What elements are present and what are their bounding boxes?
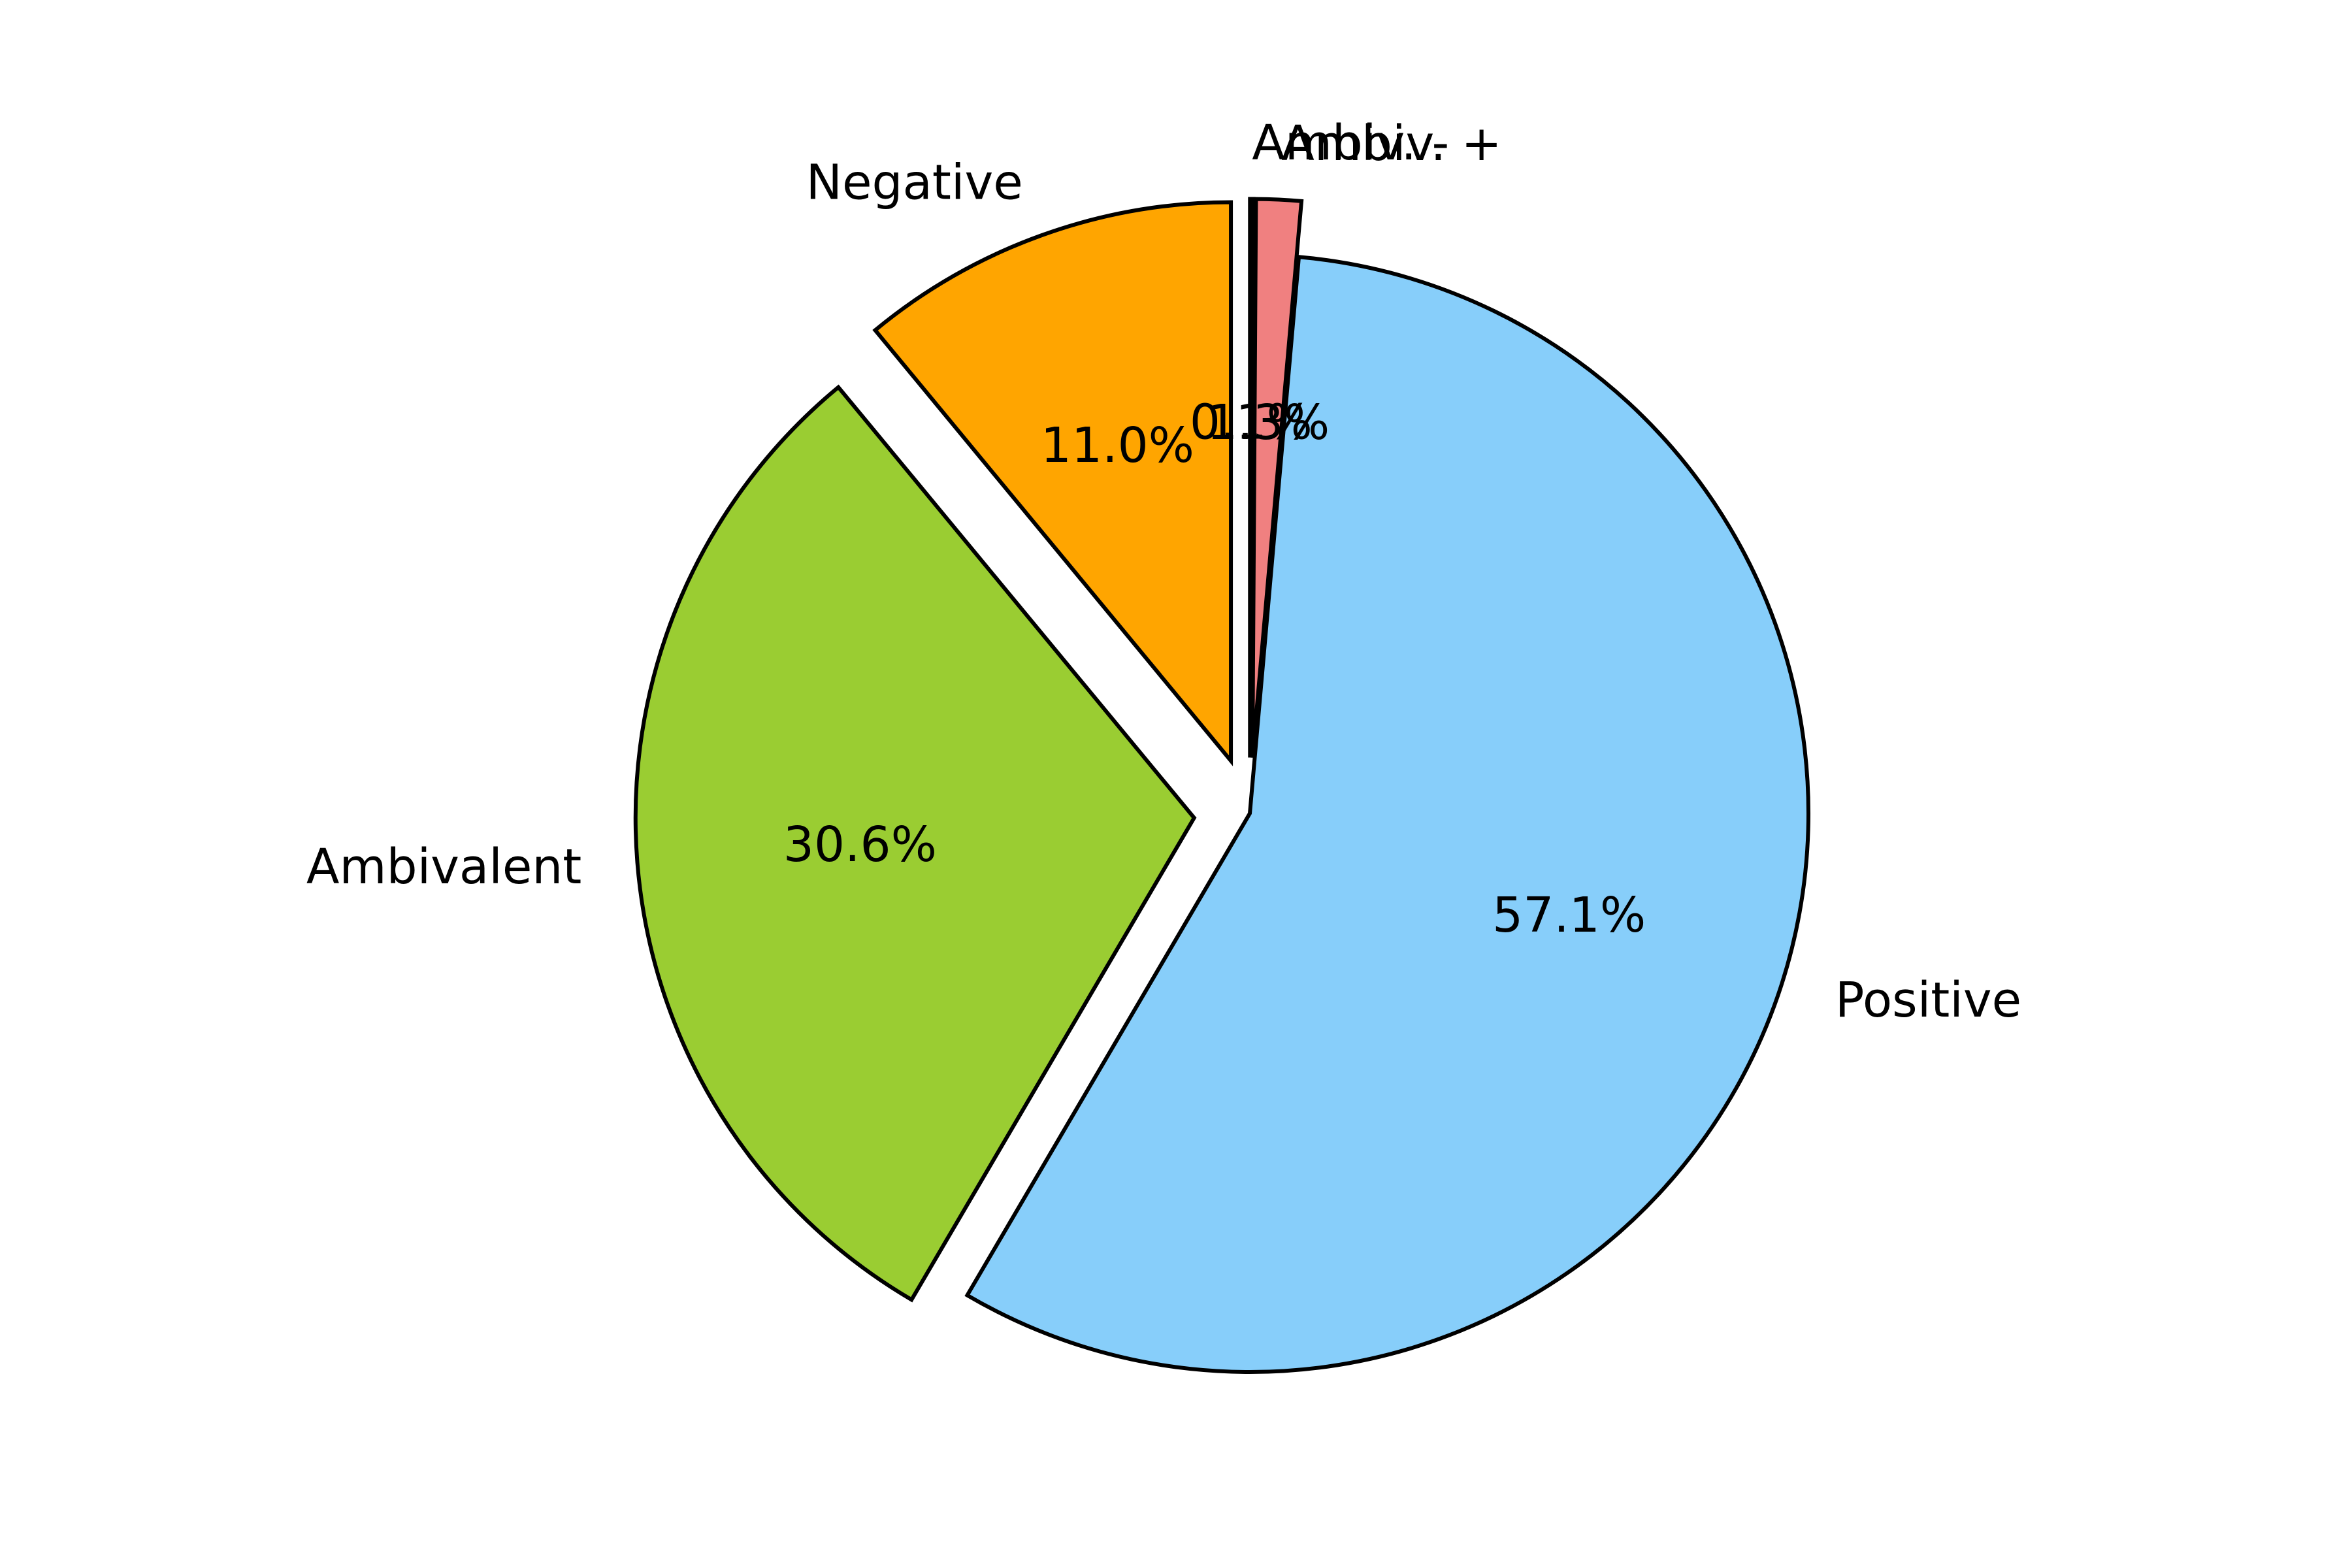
slice-label-ambiv: Ambiv. + — [1281, 116, 1501, 172]
pct-label-ambiv: 0.1% — [1190, 395, 1313, 451]
pie-slice-ambivalent — [633, 384, 1197, 1303]
pct-label-negative: 11.0% — [1041, 417, 1194, 474]
pie-slice-ambiv — [1250, 197, 1304, 758]
slice-label-positive: Positive — [1835, 972, 2021, 1028]
pct-label-positive: 57.1% — [1492, 887, 1646, 943]
pie-slice-ambiv — [1248, 197, 1256, 758]
slice-label-ambivalent: Ambivalent — [306, 839, 581, 895]
pct-label-ambivalent: 30.6% — [783, 817, 937, 873]
pie-slices — [633, 197, 1810, 1374]
pct-label-ambiv: 1.3% — [1207, 395, 1330, 451]
slice-label-negative: Negative — [806, 155, 1023, 211]
pie-labels: Negative 11.0% Ambivalent 30.6% Positive 57.1… — [306, 115, 2021, 1028]
pie-slice-negative — [872, 200, 1233, 766]
pie-slice-positive — [964, 255, 1810, 1374]
slice-label-ambiv: Ambiv. - — [1252, 115, 1449, 171]
